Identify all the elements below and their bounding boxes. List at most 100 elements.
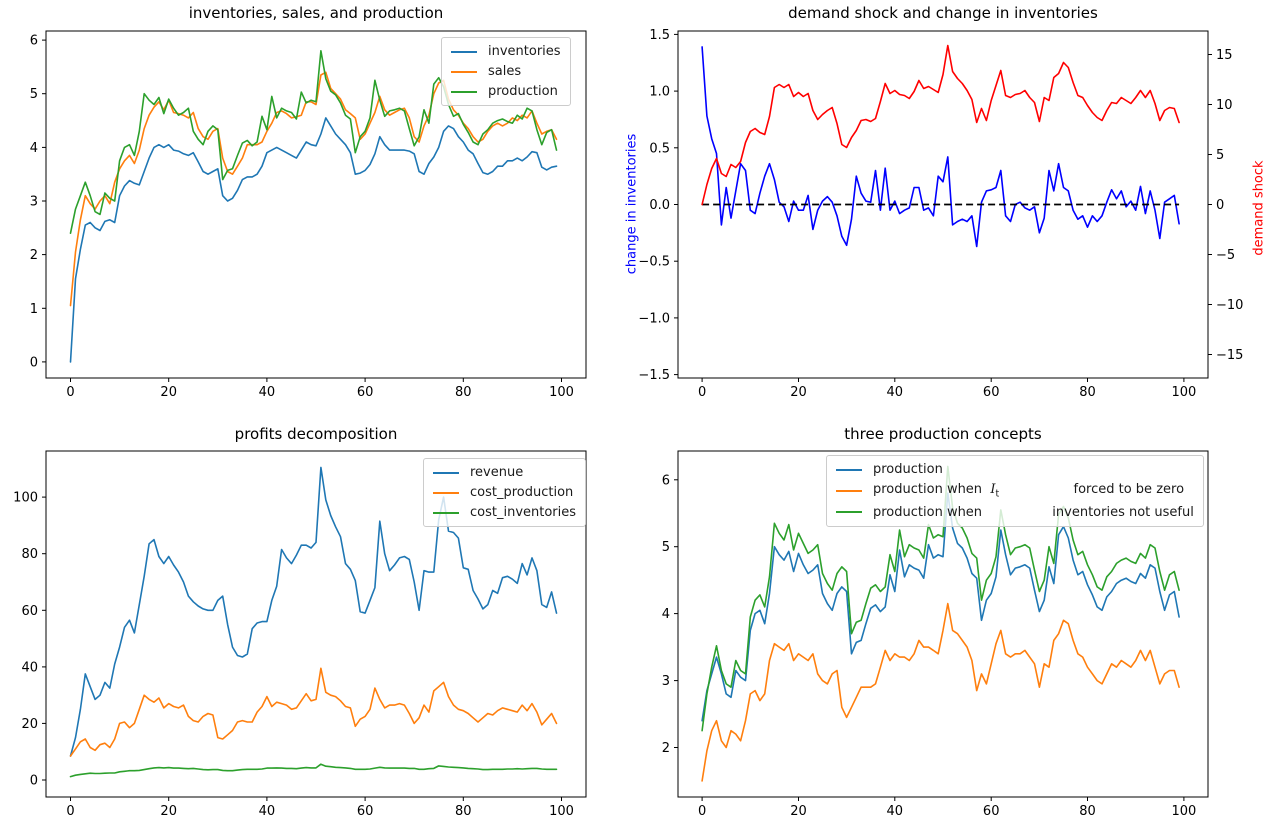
legend-line-swatch	[451, 70, 477, 73]
legend-label: cost_inventories	[470, 505, 577, 520]
panel-profits-decomposition: 0 20 40 60 80 100 0 20 40 60 80 100	[13, 450, 587, 819]
y-axis-label-demand-shock: demand shock	[1251, 160, 1267, 256]
legend-line-swatch	[451, 50, 477, 53]
legend-inventories-sales-production: inventories sales production	[441, 37, 571, 106]
axes-frame	[45, 450, 587, 798]
axes-frame	[677, 450, 1209, 798]
legend-entry: production when inventories not useful	[836, 505, 1194, 520]
legend-line-swatch	[433, 491, 459, 494]
series-production-when-inventories-not-useful	[701, 465, 1180, 732]
chart-title-three-production-concepts: three production concepts	[844, 425, 1042, 443]
y-tick-label: 40	[21, 660, 38, 675]
x-tick-label: 40	[887, 804, 904, 819]
chart-title-inventories-sales-production: inventories, sales, and production	[188, 4, 444, 22]
y-tick-label: 6	[30, 34, 38, 49]
x-tick-label: 40	[887, 385, 904, 400]
y-tick-label: 80	[21, 547, 38, 562]
legend-line-swatch	[451, 90, 477, 93]
legend-entry: sales	[451, 64, 561, 79]
y-tick-label: 3	[662, 674, 670, 689]
chart-title-profits-decomposition: profits decomposition	[234, 425, 398, 443]
y-tick-label: 1.5	[649, 28, 670, 43]
y-tick-label: 4	[30, 141, 38, 156]
series-demand-shock	[701, 44, 1180, 206]
y-tick-label: −0.5	[638, 255, 670, 270]
legend-entry: cost_production	[433, 485, 576, 500]
legend-entry: production when It forced to be zero	[836, 482, 1194, 500]
x-tick-label: 100	[549, 804, 574, 819]
y-tick-label: 60	[21, 604, 38, 619]
axes-frame	[45, 30, 587, 379]
x-tick-label: 60	[983, 385, 1000, 400]
y-tick-label: 10	[1216, 98, 1233, 113]
legend-entry: production	[836, 462, 1194, 477]
x-tick-label: 0	[698, 385, 706, 400]
series-production	[701, 492, 1180, 722]
panel-inventories-sales-production: 0 20 40 60 80 100 0 1 2 3 4 5 6	[30, 30, 587, 400]
legend-line-swatch	[433, 511, 459, 514]
x-tick-label: 60	[983, 804, 1000, 819]
x-tick-label: 40	[259, 804, 276, 819]
legend-line-swatch	[836, 468, 862, 471]
y-tick-label: 5	[30, 87, 38, 102]
legend-label: cost_production	[470, 485, 574, 500]
legend-label: production when inventories not useful	[873, 504, 1194, 520]
y-tick-label: −5	[1216, 248, 1235, 263]
y-tick-label: 0	[30, 355, 38, 370]
legend-entry: revenue	[433, 465, 576, 480]
series-sales	[69, 71, 558, 307]
legend-entry: inventories	[451, 44, 561, 59]
x-tick-label: 80	[455, 385, 472, 400]
y-tick-label: 20	[21, 717, 38, 732]
series-cost-production	[69, 667, 558, 757]
x-tick-label: 100	[549, 385, 574, 400]
y-tick-label: 0	[30, 774, 38, 789]
x-tick-label: 80	[1079, 804, 1096, 819]
y-tick-label: 4	[662, 607, 670, 622]
y-tick-label: 6	[662, 473, 670, 488]
y-tick-label: 2	[662, 741, 670, 756]
legend-line-swatch	[836, 511, 862, 514]
y-tick-label: −1.5	[638, 368, 670, 383]
legend-three-production-concepts: production production when It forced to b…	[826, 455, 1204, 527]
x-tick-label: 0	[66, 804, 74, 819]
y-tick-label: 0.0	[649, 198, 670, 213]
x-tick-label: 20	[790, 804, 807, 819]
y-tick-label: −15	[1216, 348, 1243, 363]
chart-title-demand-shock-change-inventories: demand shock and change in inventories	[788, 4, 1098, 22]
legend-label: inventories	[488, 44, 561, 59]
y-tick-label: 5	[662, 540, 670, 555]
x-tick-label: 40	[259, 385, 276, 400]
legend-entry: production	[451, 84, 561, 99]
x-tick-label: 60	[357, 804, 374, 819]
x-tick-label: 0	[698, 804, 706, 819]
series-inventories	[69, 117, 558, 363]
y-tick-label: 0.5	[649, 141, 670, 156]
legend-profits-decomposition: revenue cost_production cost_inventories	[423, 458, 587, 527]
series-revenue	[69, 466, 558, 757]
y-tick-label: 0	[1216, 198, 1224, 213]
panel-three-production-concepts: 0 20 40 60 80 100 2 3 4 5 6	[662, 450, 1209, 819]
legend-label: production	[488, 84, 558, 99]
y-tick-label: 15	[1216, 48, 1233, 63]
series-cost-inventories	[69, 763, 558, 778]
legend-line-swatch	[433, 471, 459, 474]
legend-label: sales	[488, 64, 522, 79]
legend-label: revenue	[470, 465, 524, 480]
y-tick-label: −10	[1216, 298, 1243, 313]
y-tick-label: 2	[30, 248, 38, 263]
legend-entry: cost_inventories	[433, 505, 576, 520]
x-tick-label: 100	[1171, 385, 1196, 400]
y-axis-label-change-in-inventories: change in inventories	[624, 133, 640, 275]
y-tick-label: −1.0	[638, 311, 670, 326]
x-tick-label: 0	[66, 385, 74, 400]
legend-line-swatch	[836, 489, 862, 492]
legend-label: production	[873, 462, 943, 477]
series-production-when-I-t-forced-to-be-zero	[701, 602, 1180, 782]
panel-demand-shock-and-change-in-inventories: 0 20 40 60 80 100−1.5−1.0−0.50.00.51.01.5−15−…	[638, 28, 1243, 400]
x-tick-label: 20	[160, 804, 177, 819]
series-change-in-inventories	[701, 46, 1180, 248]
x-tick-label: 20	[160, 385, 177, 400]
